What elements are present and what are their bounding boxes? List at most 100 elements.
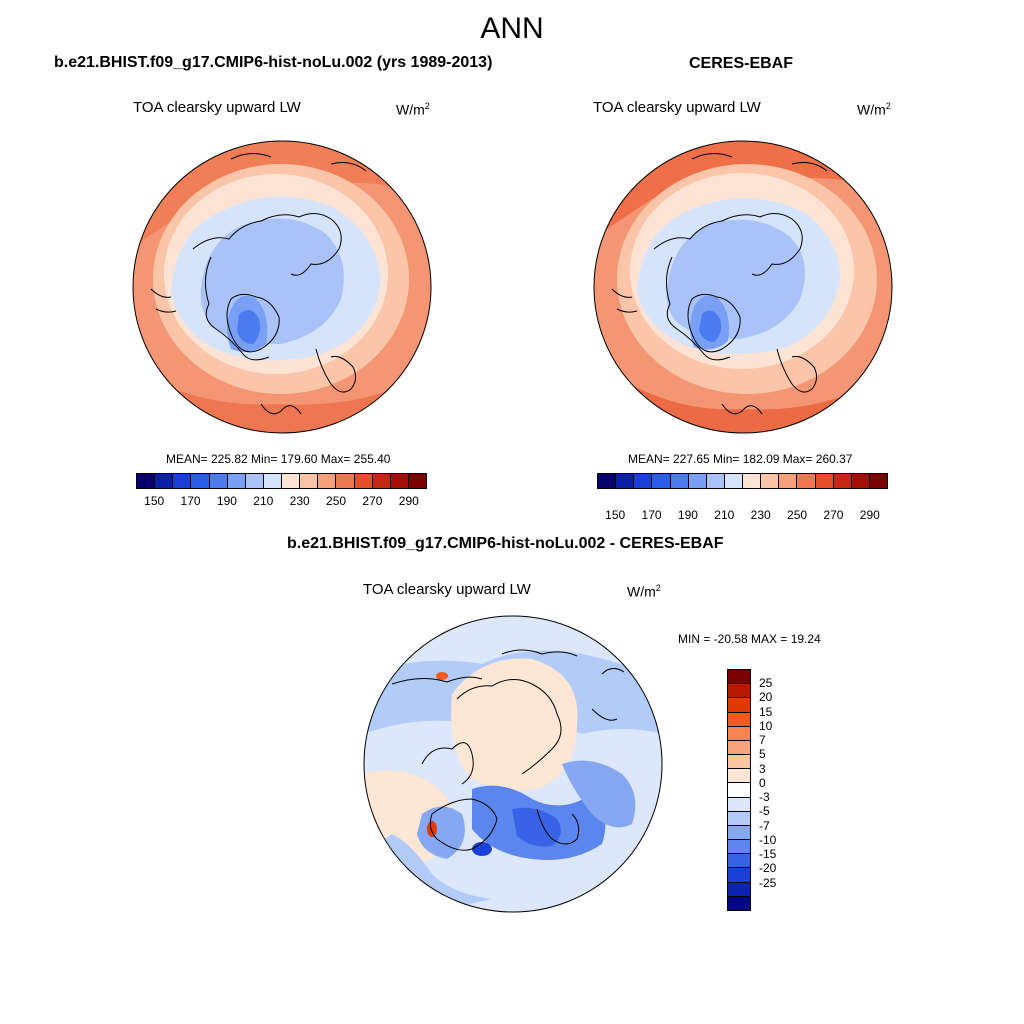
model-colorbar-ticks: 150 170 190 210 230 250 270 290 <box>136 494 427 508</box>
diff-colorbar-tick-label: -3 <box>759 790 770 805</box>
diff-colorbar-swatch <box>728 670 750 685</box>
diff-polar-map <box>363 615 663 913</box>
obs-colorbar-tick-label: 150 <box>605 508 626 522</box>
obs-colorbar-swatch <box>688 474 707 488</box>
diff-colorbar-tick-label: 7 <box>759 733 766 748</box>
obs-colorbar-swatch <box>833 474 852 488</box>
obs-colorbar-swatch <box>851 474 870 488</box>
obs-colorbar-swatch <box>743 474 762 488</box>
diff-colorbar-tick-label: 0 <box>759 775 766 790</box>
diff-colorbar-swatch <box>728 740 750 756</box>
diff-colorbar-tick-label: -10 <box>759 832 777 847</box>
model-panel-title: b.e21.BHIST.f09_g17.CMIP6-hist-noLu.002 … <box>54 54 493 71</box>
obs-colorbar-swatch <box>652 474 671 488</box>
obs-colorbar-tick-label: 210 <box>714 508 735 522</box>
obs-variable-label: TOA clearsky upward LW <box>593 99 761 116</box>
diff-colorbar <box>727 669 751 911</box>
diff-colorbar-tick-label: -25 <box>759 875 777 890</box>
diff-colorbar-tick-label: 10 <box>759 718 773 733</box>
diff-colorbar-swatch <box>728 797 750 812</box>
model-colorbar-swatch <box>318 474 337 488</box>
model-polar-map <box>132 140 432 434</box>
obs-colorbar-swatch <box>815 474 834 488</box>
obs-colorbar <box>597 473 888 489</box>
model-colorbar-tick-label: 290 <box>398 494 419 508</box>
obs-stats: MEAN= 227.65 Min= 182.09 Max= 260.37 <box>628 452 853 466</box>
model-colorbar-swatch <box>390 474 409 488</box>
obs-colorbar-swatch <box>797 474 816 488</box>
diff-colorbar-swatch <box>728 769 750 784</box>
obs-colorbar-tick-label: 250 <box>787 508 808 522</box>
model-colorbar-swatch <box>173 474 192 488</box>
model-colorbar <box>136 473 427 489</box>
obs-colorbar-tick-label: 170 <box>641 508 662 522</box>
diff-colorbar-swatch <box>728 712 750 727</box>
diff-stats: MIN = -20.58 MAX = 19.24 <box>678 632 821 646</box>
obs-colorbar-tick-label: 290 <box>859 508 880 522</box>
diff-colorbar-tick-label: -15 <box>759 847 777 862</box>
obs-polar-map <box>593 140 893 434</box>
obs-colorbar-swatch <box>869 474 887 488</box>
diff-colorbar-tick-label: -5 <box>759 804 770 819</box>
obs-panel-title: CERES-EBAF <box>689 55 794 72</box>
model-colorbar-tick-label: 170 <box>180 494 201 508</box>
model-colorbar-swatch <box>263 474 282 488</box>
obs-colorbar-swatch <box>724 474 743 488</box>
model-colorbar-swatch <box>282 474 301 488</box>
diff-colorbar-swatch <box>728 896 750 910</box>
model-colorbar-swatch <box>408 474 426 488</box>
model-colorbar-swatch <box>137 474 156 488</box>
diff-variable-label: TOA clearsky upward LW <box>363 581 531 598</box>
model-colorbar-swatch <box>354 474 373 488</box>
model-colorbar-swatch <box>336 474 355 488</box>
diff-colorbar-swatch <box>728 840 750 855</box>
obs-colorbar-swatch <box>616 474 635 488</box>
model-colorbar-tick-label: 270 <box>362 494 383 508</box>
diff-colorbar-tick-label: 3 <box>759 761 766 776</box>
model-colorbar-tick-label: 250 <box>326 494 347 508</box>
diff-colorbar-tick-label: 5 <box>759 747 766 762</box>
obs-colorbar-swatch <box>779 474 798 488</box>
diff-colorbar-swatch <box>728 698 750 713</box>
obs-colorbar-swatch <box>706 474 725 488</box>
diff-colorbar-swatch <box>728 854 750 869</box>
model-colorbar-swatch <box>209 474 228 488</box>
model-colorbar-tick-label: 150 <box>144 494 165 508</box>
model-colorbar-tick-label: 190 <box>216 494 237 508</box>
figure-title: ANN <box>480 12 544 45</box>
obs-colorbar-swatch <box>598 474 617 488</box>
diff-colorbar-ticks: 25 20 15 10 7 5 3 0 -3 -5 -7 -10 -15 -20 -25 <box>759 669 799 911</box>
model-stats: MEAN= 225.82 Min= 179.60 Max= 255.40 <box>166 452 391 466</box>
diff-colorbar-tick-label: -20 <box>759 861 777 876</box>
obs-units-label: W/m2 <box>857 101 891 118</box>
diff-colorbar-tick-label: 15 <box>759 704 773 719</box>
model-colorbar-swatch <box>191 474 210 488</box>
model-colorbar-swatch <box>155 474 174 488</box>
model-colorbar-swatch <box>300 474 319 488</box>
diff-colorbar-tick-label: -7 <box>759 818 770 833</box>
model-colorbar-tick-label: 210 <box>253 494 274 508</box>
obs-colorbar-swatch <box>634 474 653 488</box>
model-colorbar-swatch <box>372 474 391 488</box>
model-units-label: W/m2 <box>396 101 430 118</box>
diff-panel-title: b.e21.BHIST.f09_g17.CMIP6-hist-noLu.002 … <box>287 535 724 552</box>
diff-colorbar-swatch <box>728 882 750 897</box>
diff-colorbar-swatch <box>728 726 750 741</box>
diff-colorbar-tick-label: 25 <box>759 676 773 691</box>
diff-colorbar-swatch <box>728 811 750 826</box>
obs-colorbar-tick-label: 270 <box>823 508 844 522</box>
diff-colorbar-swatch <box>728 868 750 883</box>
model-colorbar-swatch <box>227 474 246 488</box>
model-variable-label: TOA clearsky upward LW <box>133 99 301 116</box>
diff-colorbar-swatch <box>728 825 750 841</box>
model-colorbar-tick-label: 230 <box>289 494 310 508</box>
obs-colorbar-tick-label: 230 <box>750 508 771 522</box>
obs-colorbar-swatch <box>761 474 780 488</box>
diff-colorbar-swatch <box>728 783 750 798</box>
diff-colorbar-swatch <box>728 755 750 770</box>
obs-colorbar-ticks: 150 170 190 210 230 250 270 290 <box>597 508 888 522</box>
obs-colorbar-tick-label: 190 <box>677 508 698 522</box>
model-colorbar-swatch <box>245 474 264 488</box>
diff-colorbar-swatch <box>728 684 750 699</box>
diff-colorbar-tick-label: 20 <box>759 690 773 705</box>
